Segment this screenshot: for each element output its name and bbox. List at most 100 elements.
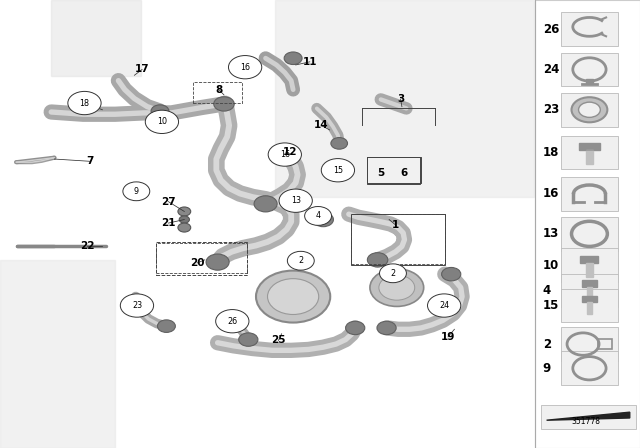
Text: 23: 23 [132, 301, 142, 310]
Text: 13: 13 [543, 227, 559, 241]
Text: 3: 3 [397, 95, 404, 104]
Text: 12: 12 [284, 147, 298, 157]
Bar [561, 93, 618, 127]
Text: 10: 10 [543, 258, 559, 272]
Circle shape [178, 207, 191, 216]
Polygon shape [547, 412, 630, 420]
Bar [561, 248, 618, 282]
Text: 11: 11 [303, 57, 317, 67]
Text: 7: 7 [86, 156, 93, 166]
Circle shape [442, 267, 461, 281]
Circle shape [256, 271, 330, 323]
Circle shape [206, 254, 229, 270]
Text: 2: 2 [543, 337, 551, 351]
Text: 15: 15 [543, 299, 559, 312]
Bar [561, 217, 618, 251]
Circle shape [120, 294, 154, 317]
Text: 20: 20 [190, 258, 204, 268]
Bar [541, 405, 636, 429]
Text: 24: 24 [439, 301, 449, 310]
Bar [561, 352, 618, 385]
Bar [351, 214, 445, 265]
Text: 1: 1 [392, 220, 399, 230]
Bar [586, 263, 593, 277]
Circle shape [239, 333, 258, 346]
Bar [561, 177, 618, 211]
Circle shape [178, 223, 191, 232]
Bar [561, 136, 618, 169]
Bar [587, 287, 592, 299]
Text: 17: 17 [135, 65, 149, 74]
Circle shape [331, 138, 348, 149]
Circle shape [287, 251, 314, 270]
Bar [582, 296, 597, 302]
Circle shape [380, 264, 406, 283]
Text: 18: 18 [79, 99, 90, 108]
Text: 24: 24 [543, 63, 559, 76]
Text: 5: 5 [377, 168, 385, 178]
Bar [579, 143, 600, 150]
Bar [0, 0, 535, 448]
Text: 8: 8 [215, 85, 223, 95]
Text: 16: 16 [543, 187, 559, 201]
Circle shape [370, 269, 424, 306]
Text: 9: 9 [134, 187, 139, 196]
Text: 14: 14 [314, 121, 328, 130]
Circle shape [284, 52, 302, 65]
Bar [561, 327, 618, 361]
Bar [586, 79, 593, 84]
Circle shape [214, 97, 234, 111]
Bar [367, 157, 420, 184]
Polygon shape [275, 0, 534, 197]
Circle shape [145, 110, 179, 134]
Text: 6: 6 [401, 168, 408, 178]
Circle shape [305, 207, 332, 225]
Circle shape [279, 189, 312, 212]
Bar [561, 289, 618, 323]
Circle shape [346, 321, 365, 335]
Circle shape [379, 275, 415, 300]
Circle shape [151, 105, 169, 117]
Circle shape [254, 196, 277, 212]
Bar [580, 256, 598, 263]
Text: 16: 16 [280, 150, 290, 159]
Text: 9: 9 [543, 362, 551, 375]
Circle shape [123, 182, 150, 201]
Bar [587, 302, 592, 314]
Circle shape [268, 143, 301, 166]
Polygon shape [51, 0, 141, 76]
Circle shape [572, 97, 607, 122]
Bar [561, 273, 618, 307]
Circle shape [579, 102, 600, 117]
Circle shape [157, 320, 175, 332]
Circle shape [428, 294, 461, 317]
Text: 22: 22 [80, 241, 94, 250]
Circle shape [313, 212, 333, 227]
Circle shape [377, 321, 396, 335]
Text: 26: 26 [543, 22, 559, 36]
Polygon shape [0, 260, 115, 448]
Circle shape [367, 253, 388, 267]
Text: 4: 4 [316, 211, 321, 220]
Text: 21: 21 [161, 218, 175, 228]
Circle shape [321, 159, 355, 182]
Text: 26: 26 [227, 317, 237, 326]
Text: 13: 13 [291, 196, 301, 205]
Circle shape [228, 56, 262, 79]
Bar [586, 150, 593, 164]
Text: 351778: 351778 [572, 417, 601, 426]
Text: 19: 19 [441, 332, 455, 342]
Text: 25: 25 [271, 336, 285, 345]
Text: 10: 10 [157, 117, 167, 126]
Text: 2: 2 [298, 256, 303, 265]
Circle shape [68, 91, 101, 115]
Bar [582, 280, 597, 287]
Text: 23: 23 [543, 103, 559, 116]
Circle shape [216, 310, 249, 333]
Bar [535, 0, 640, 448]
Text: 27: 27 [161, 197, 175, 207]
Text: 18: 18 [543, 146, 559, 159]
Bar [598, 339, 612, 349]
Circle shape [268, 279, 319, 314]
Bar [561, 13, 618, 46]
